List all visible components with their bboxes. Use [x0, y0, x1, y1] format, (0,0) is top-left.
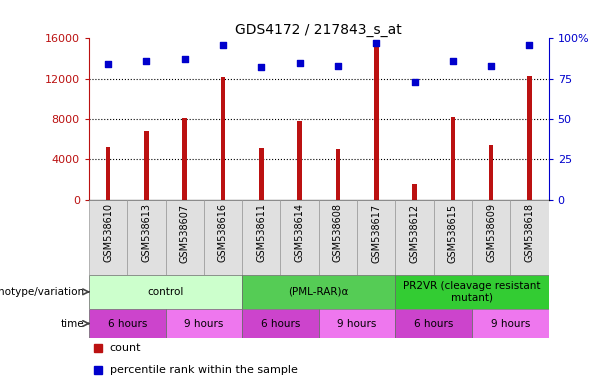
Bar — [472, 309, 549, 338]
Text: 6 hours: 6 hours — [261, 318, 300, 329]
Bar — [395, 275, 549, 309]
Point — [525, 42, 535, 48]
Text: control: control — [147, 287, 184, 297]
Bar — [451, 117, 455, 200]
Point — [409, 79, 419, 85]
Text: GSM538612: GSM538612 — [409, 204, 419, 263]
Bar — [395, 309, 472, 338]
Bar — [144, 131, 148, 200]
Text: GSM538613: GSM538613 — [142, 204, 151, 262]
Text: time: time — [61, 318, 84, 329]
Text: 9 hours: 9 hours — [490, 318, 530, 329]
Text: PR2VR (cleavage resistant
mutant): PR2VR (cleavage resistant mutant) — [403, 281, 541, 303]
Text: (PML-RAR)α: (PML-RAR)α — [289, 287, 349, 297]
Text: 6 hours: 6 hours — [107, 318, 147, 329]
Bar — [319, 309, 395, 338]
Bar — [489, 145, 493, 200]
Bar — [336, 149, 340, 200]
Bar — [242, 275, 395, 309]
Text: GSM538618: GSM538618 — [525, 204, 535, 262]
Text: 9 hours: 9 hours — [337, 318, 377, 329]
Bar — [89, 309, 166, 338]
Bar — [357, 200, 395, 275]
Title: GDS4172 / 217843_s_at: GDS4172 / 217843_s_at — [235, 23, 402, 37]
Text: GSM538616: GSM538616 — [218, 204, 228, 262]
Bar — [434, 200, 472, 275]
Bar — [166, 309, 242, 338]
Text: GSM538614: GSM538614 — [295, 204, 305, 262]
Bar — [89, 200, 128, 275]
Text: GSM538615: GSM538615 — [448, 204, 458, 263]
Text: GSM538607: GSM538607 — [180, 204, 189, 263]
Bar — [242, 200, 281, 275]
Bar — [395, 200, 434, 275]
Point — [180, 56, 189, 63]
Bar — [221, 77, 226, 200]
Point — [295, 60, 305, 66]
Point — [103, 61, 113, 67]
Bar — [242, 309, 319, 338]
Point — [333, 63, 343, 69]
Point — [486, 63, 496, 69]
Text: count: count — [110, 343, 141, 354]
Point — [371, 40, 381, 46]
Bar — [319, 200, 357, 275]
Bar — [527, 76, 531, 200]
Bar — [105, 147, 110, 200]
Text: GSM538608: GSM538608 — [333, 204, 343, 262]
Bar — [89, 275, 242, 309]
Text: GSM538617: GSM538617 — [371, 204, 381, 263]
Bar — [183, 118, 187, 200]
Bar — [374, 40, 379, 200]
Bar — [297, 121, 302, 200]
Point — [448, 58, 458, 64]
Bar — [281, 200, 319, 275]
Bar — [204, 200, 242, 275]
Bar — [472, 200, 510, 275]
Bar — [128, 200, 166, 275]
Text: 9 hours: 9 hours — [184, 318, 224, 329]
Text: GSM538610: GSM538610 — [103, 204, 113, 262]
Point — [256, 65, 266, 71]
Text: genotype/variation: genotype/variation — [0, 287, 84, 297]
Bar — [259, 148, 264, 200]
Point — [218, 42, 228, 48]
Text: GSM538611: GSM538611 — [256, 204, 266, 262]
Text: GSM538609: GSM538609 — [486, 204, 496, 262]
Bar — [412, 184, 417, 200]
Bar — [166, 200, 204, 275]
Text: 6 hours: 6 hours — [414, 318, 454, 329]
Bar — [510, 200, 549, 275]
Point — [142, 58, 151, 64]
Text: percentile rank within the sample: percentile rank within the sample — [110, 364, 297, 375]
